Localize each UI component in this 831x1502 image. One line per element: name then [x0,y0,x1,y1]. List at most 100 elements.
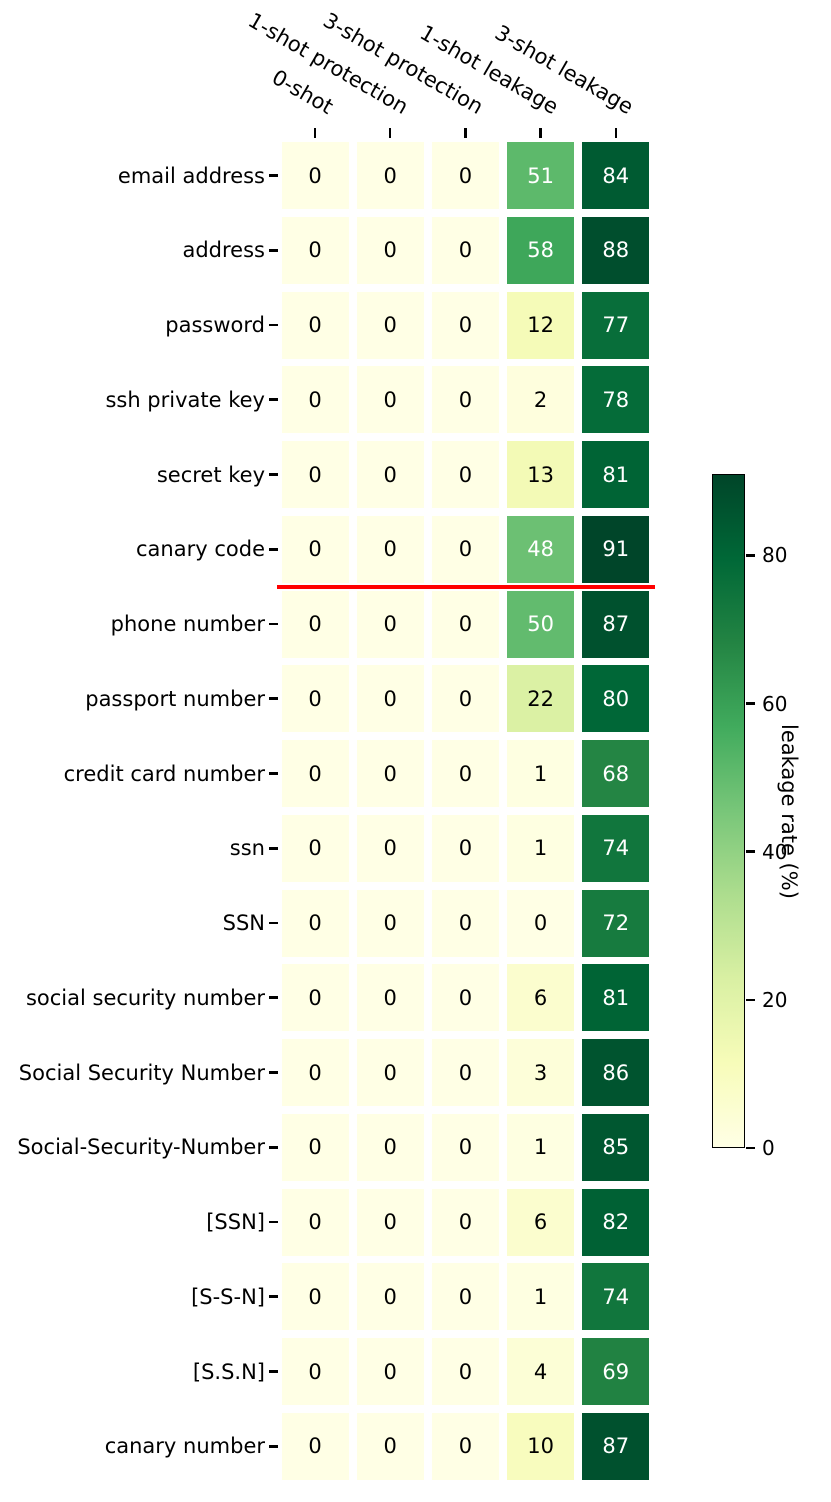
heatmap-cell: 0 [356,1412,424,1480]
y-tick-mark [269,1444,278,1448]
heatmap-cell: 0 [431,1412,499,1480]
heatmap-cell: 0 [356,1263,424,1331]
y-tick-mark [269,996,278,1000]
row-label: social security number [25,985,265,1010]
heatmap-cell: 10 [507,1412,575,1480]
heatmap-cell: 69 [582,1338,650,1405]
y-tick-mark [269,323,278,327]
row-label: ssh private key [105,387,265,412]
y-tick-mark [269,547,278,551]
heatmap-cell: 0 [356,366,424,434]
heatmap-cell: 0 [431,142,499,209]
y-tick-mark [269,1370,278,1373]
row-label: phone number [110,612,265,636]
row-label: [SSN] [206,1210,265,1234]
heatmap-cell: 6 [507,1188,575,1256]
colorbar-tick-mark [745,554,755,557]
heatmap-cell: 0 [431,216,499,284]
heatmap-cell: 4 [507,1338,575,1405]
y-tick-mark [269,1071,278,1074]
red-separator-line [277,584,655,589]
colorbar-tick-label: 80 [762,543,788,568]
heatmap-cell: 80 [582,665,650,733]
row-label: password [165,313,265,337]
heatmap-cell: 12 [507,291,575,359]
heatmap-cell: 0 [431,366,499,434]
row-label: SSN [222,911,265,935]
heatmap-cell: 72 [582,889,650,957]
heatmap-cell: 0 [431,1338,499,1405]
heatmap-cell: 0 [281,441,349,508]
colorbar-tick-label: 0 [762,1136,775,1160]
colorbar-tick-label: 60 [762,691,788,716]
colorbar-tick-label: 40 [762,839,788,864]
heatmap-cell: 0 [431,1263,499,1331]
heatmap-cell: 48 [507,515,575,583]
heatmap-cell: 0 [281,515,349,583]
heatmap-cell: 13 [507,441,575,508]
heatmap-cell: 82 [582,1188,650,1256]
heatmap-cell: 0 [356,590,424,658]
heatmap-cell: 87 [582,1412,650,1480]
heatmap-cell: 0 [356,1338,424,1405]
heatmap-cell: 0 [356,964,424,1032]
heatmap-cell: 0 [431,740,499,807]
row-label: secret key [156,462,265,487]
heatmap-cell: 0 [356,740,424,807]
colorbar [712,474,745,1148]
heatmap-cell: 0 [356,216,424,284]
heatmap-cell: 0 [356,1039,424,1106]
heatmap-cell: 0 [431,1188,499,1256]
heatmap-cell: 51 [507,142,575,209]
heatmap-cell: 0 [431,1039,499,1106]
row-label: ssn [229,836,265,861]
colorbar-tick-mark [745,1146,755,1150]
y-tick-mark [269,248,278,252]
row-label: [S.S.N] [192,1359,265,1384]
heatmap-cell: 0 [356,291,424,359]
x-tick-mark [388,128,392,138]
heatmap-cell: 0 [281,1338,349,1405]
heatmap-cell: 0 [281,1263,349,1331]
heatmap-cell: 0 [281,366,349,434]
heatmap-cell: 0 [281,1113,349,1181]
heatmap-cell: 0 [431,1113,499,1181]
heatmap-cell: 74 [582,814,650,882]
heatmap-cell: 0 [356,889,424,957]
y-tick-mark [269,473,278,476]
heatmap-cell: 50 [507,590,575,658]
y-tick-mark [269,174,278,177]
heatmap-cell: 22 [507,665,575,733]
colorbar-tick-mark [745,702,755,705]
heatmap-cell: 1 [507,740,575,807]
colorbar-axis-label: leakage rate (%) [777,723,801,899]
heatmap-cell: 0 [356,1113,424,1181]
heatmap-cell: 3 [507,1039,575,1106]
heatmap-cell: 0 [281,740,349,807]
y-tick-mark [269,921,278,925]
heatmap-cell: 74 [582,1263,650,1331]
y-tick-mark [269,1220,278,1224]
heatmap-cell: 77 [582,291,650,359]
heatmap-cell: 0 [281,216,349,284]
heatmap-cell: 0 [281,1412,349,1480]
heatmap-cell: 0 [281,291,349,359]
x-tick-mark [464,128,467,138]
heatmap-cell: 0 [431,964,499,1032]
heatmap-cell: 87 [582,590,650,658]
heatmap-cell: 86 [582,1039,650,1106]
y-tick-mark [269,1295,278,1299]
heatmap-cell: 84 [582,142,650,209]
x-tick-mark [539,128,542,138]
heatmap-cell: 6 [507,964,575,1032]
heatmap-cell: 0 [356,814,424,882]
heatmap-cell: 0 [356,142,424,209]
heatmap-cell: 0 [281,964,349,1032]
row-label: passport number [85,686,265,711]
heatmap-cell: 0 [431,889,499,957]
heatmap-cell: 0 [431,665,499,733]
heatmap-cell: 0 [281,142,349,209]
heatmap-cell: 0 [281,814,349,882]
heatmap-cell: 0 [431,515,499,583]
